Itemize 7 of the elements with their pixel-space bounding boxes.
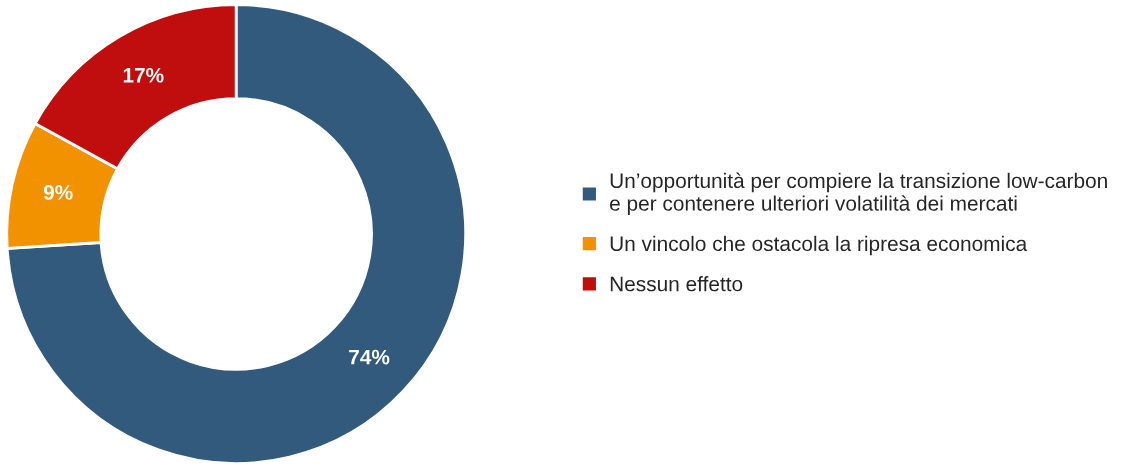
legend-label: Un’opportunità per compiere la transizione low-carbon e per contenere ulteriori volatilità dei mercati — [610, 172, 1107, 215]
data-label: 17% — [123, 67, 164, 83]
legend-label: Nessun effetto — [610, 276, 743, 292]
donut-slice — [5, 3, 467, 465]
legend-label: Un vincolo che ostacola la ripresa economica — [610, 235, 1028, 256]
data-label: 9% — [43, 185, 73, 200]
data-label: 74% — [349, 349, 390, 365]
